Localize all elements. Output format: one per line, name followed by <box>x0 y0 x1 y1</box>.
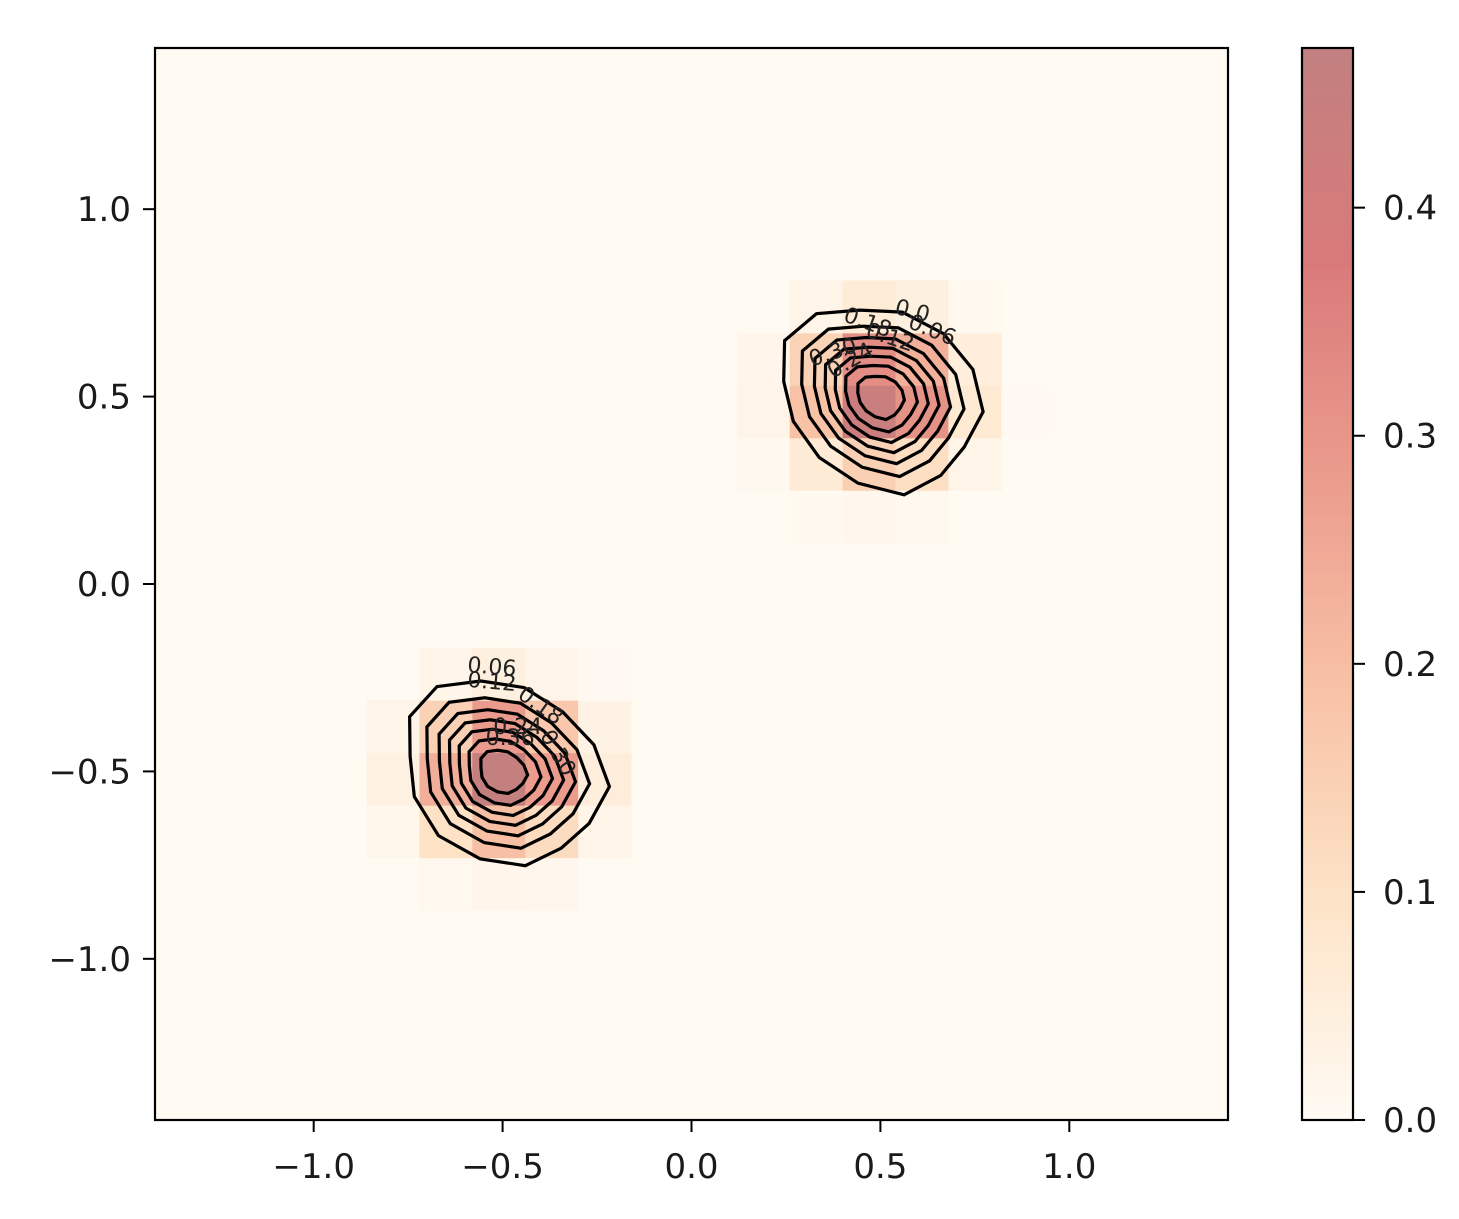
contour-line <box>823 345 941 455</box>
x-tick-label: 0.0 <box>664 1147 718 1187</box>
heatmap-cell <box>842 490 897 544</box>
contour-line <box>457 727 555 818</box>
x-tick-label: −0.5 <box>461 1147 544 1187</box>
heatmap-cell <box>366 805 420 859</box>
contour-line <box>843 363 920 434</box>
heatmap-cell <box>736 385 791 439</box>
contour-label: 0.36 <box>486 726 535 751</box>
heatmap-cells <box>366 280 1055 911</box>
contour-labels: 0.060.00.120.180.300.240.060.120.180.240… <box>466 295 959 781</box>
heatmap-cell <box>578 805 632 859</box>
heatmap-cell <box>578 647 632 701</box>
contour-lines <box>407 308 985 868</box>
y-tick-label: −0.5 <box>48 752 131 792</box>
contour-line <box>856 374 907 422</box>
x-tick-label: −1.0 <box>272 1147 355 1187</box>
y-tick-label: −1.0 <box>48 940 131 980</box>
contour-line <box>812 335 953 466</box>
y-tick-label: 0.5 <box>77 378 131 418</box>
plot-area: 0.060.00.120.180.300.240.060.120.180.240… <box>48 46 1230 1187</box>
contour-line <box>467 737 543 808</box>
heatmap-cell <box>842 280 897 334</box>
contour-line <box>479 748 530 796</box>
contour-line <box>782 308 985 497</box>
colorbar: 0.0 0.1 0.2 0.3 0.4 <box>1300 46 1437 1141</box>
heatmap-cell <box>895 280 949 334</box>
heatmap-cell <box>789 490 844 544</box>
contour-line <box>425 696 592 850</box>
heatmap-cell <box>419 647 473 701</box>
heatmap-cell <box>366 700 420 754</box>
heatmap-cell <box>419 857 473 911</box>
heatmap-cell <box>895 490 949 544</box>
heatmap-cell <box>736 437 791 491</box>
x-tick-label: 1.0 <box>1042 1147 1096 1187</box>
heatmap-cell <box>525 857 579 911</box>
heatmap-cell <box>472 647 526 701</box>
heatmap-cell <box>948 280 1002 334</box>
colorbar-gradient <box>1300 46 1355 1122</box>
heatmap-cell <box>789 437 844 491</box>
heatmap-cell <box>525 647 579 701</box>
heatmap-cell <box>789 280 844 334</box>
colorbar-tick-label: 0.4 <box>1383 189 1437 229</box>
contour-line <box>800 324 966 479</box>
contour-line <box>437 708 578 838</box>
heatmap-cell <box>1001 385 1055 439</box>
contour-line <box>407 679 612 868</box>
heatmap-cell <box>578 700 632 754</box>
y-tick-label: 0.0 <box>77 565 131 605</box>
heatmap-cell <box>736 332 791 386</box>
colorbar-tick-label: 0.2 <box>1383 645 1437 685</box>
colorbar-tick-label: 0.1 <box>1383 873 1437 913</box>
colorbar-tick-label: 0.0 <box>1383 1101 1437 1141</box>
plot-background <box>155 48 1228 1120</box>
colorbar-tick-label: 0.3 <box>1383 417 1437 457</box>
contour-line <box>447 718 566 827</box>
heatmap-cell <box>948 437 1002 491</box>
y-tick-label: 1.0 <box>77 190 131 230</box>
contour-line <box>833 354 930 445</box>
contour-label: 0.24 <box>493 715 542 740</box>
x-tick-label: 0.5 <box>853 1147 907 1187</box>
contour-label: 0.12 <box>466 668 517 697</box>
heatmap-cell <box>948 385 1002 439</box>
contour-label: 0.06 <box>466 653 517 682</box>
heatmap-cell <box>472 857 526 911</box>
